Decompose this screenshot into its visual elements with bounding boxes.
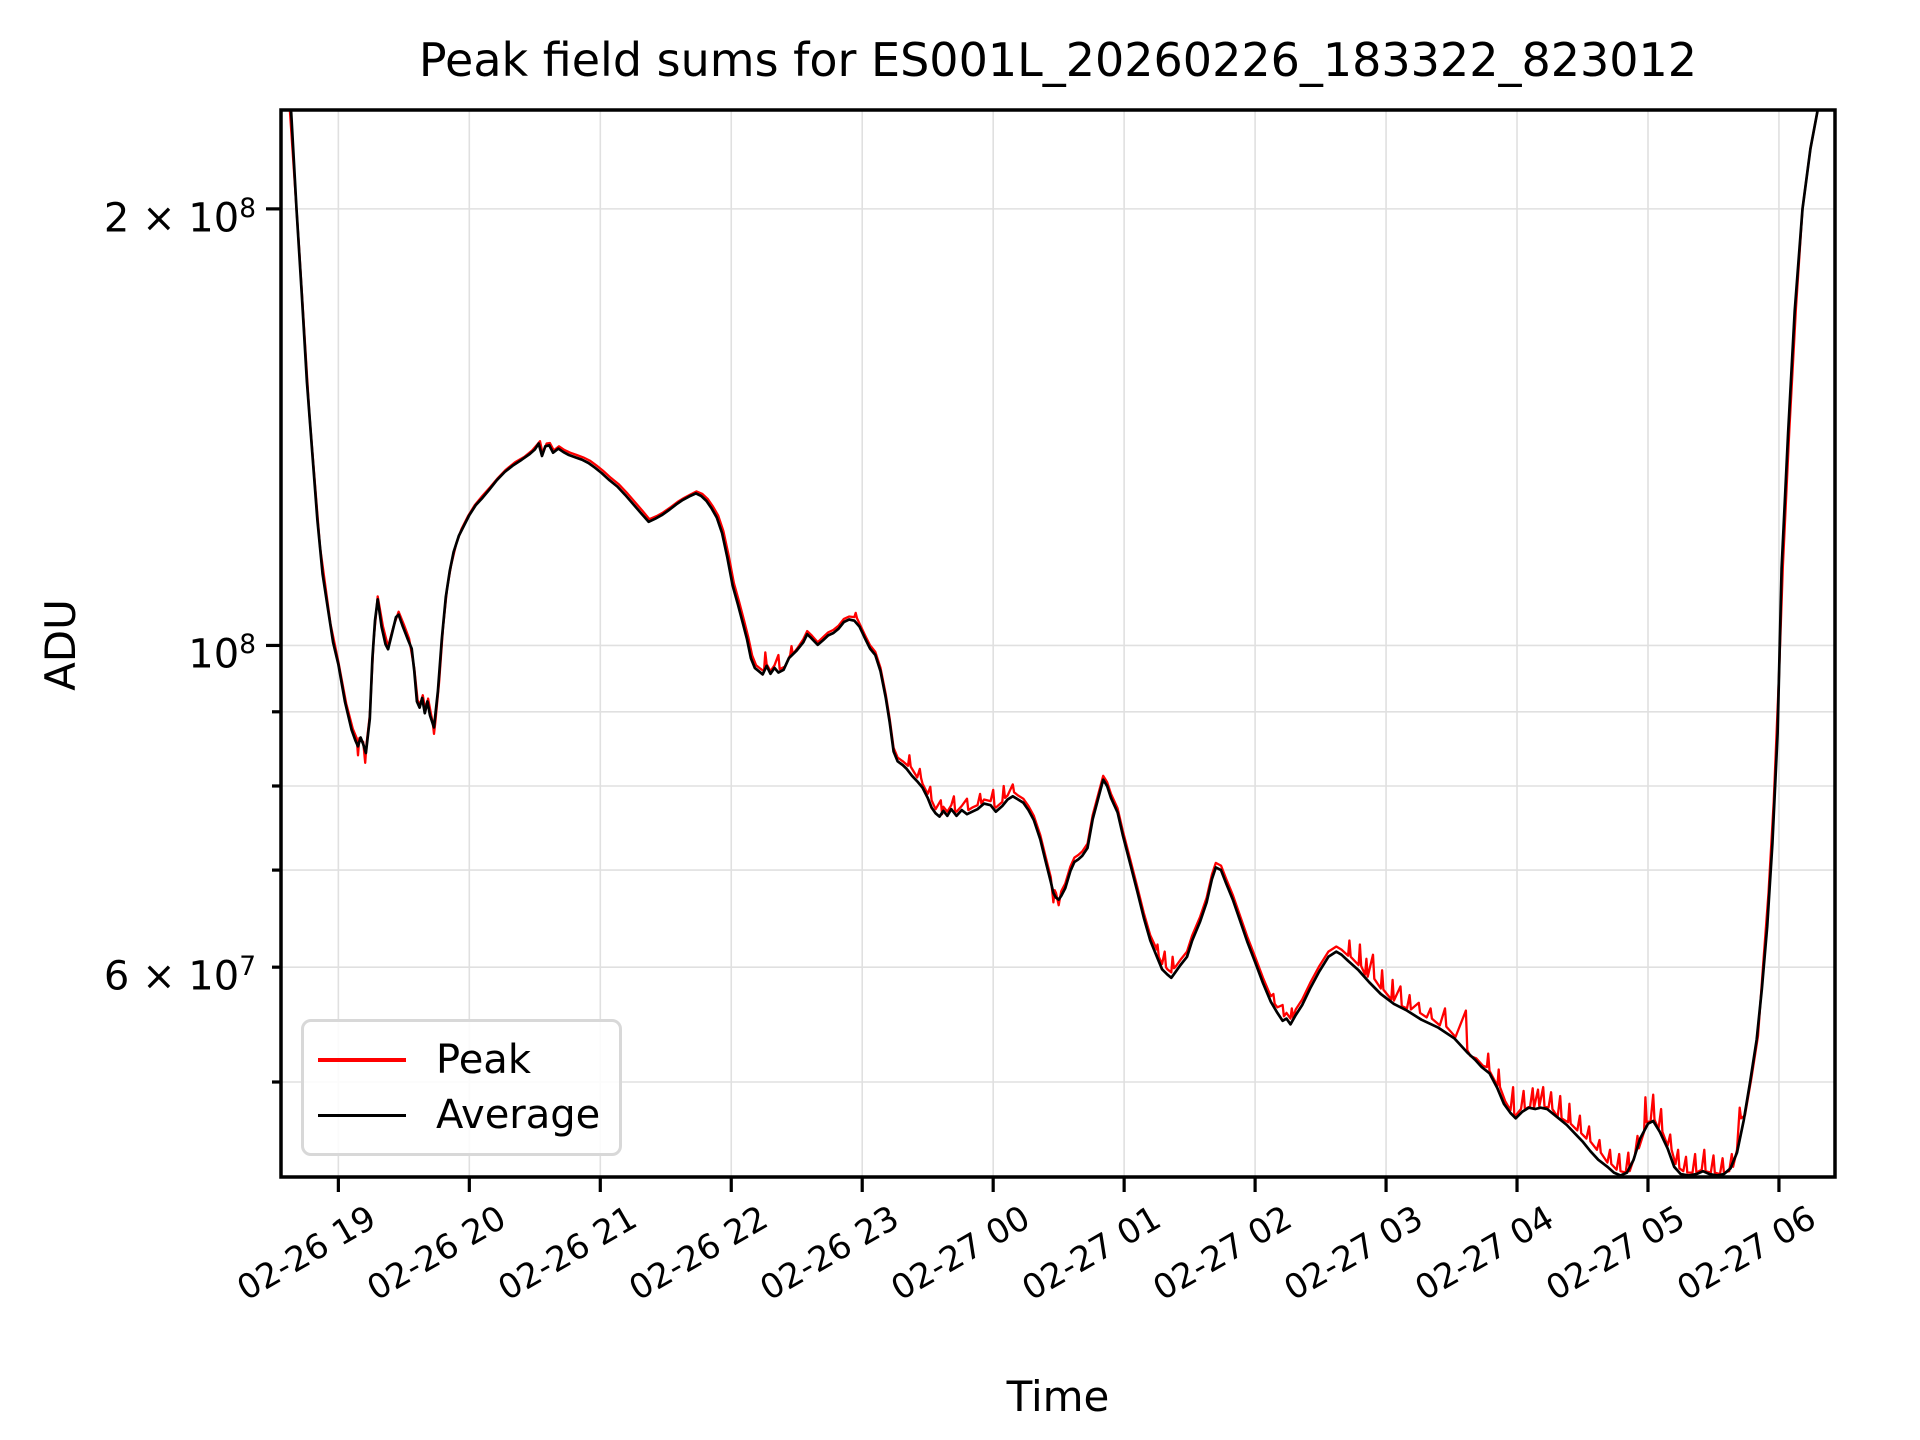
legend-label-peak: Peak: [436, 1036, 531, 1083]
plot-frame: [279, 108, 1837, 1179]
peak-line-sample-icon: [318, 1057, 406, 1062]
y-tick-label: 6 × 107: [103, 951, 256, 1000]
x-axis-label: Time: [1006, 1372, 1110, 1421]
series-average-line: [289, 110, 1820, 1177]
legend: Peak Average: [301, 1019, 622, 1156]
legend-label-average: Average: [436, 1092, 601, 1139]
legend-item-average: Average: [318, 1095, 619, 1135]
series-peak-line: [288, 110, 1819, 1176]
y-tick-label: 2 × 108: [103, 192, 256, 242]
average-line-sample-icon: [318, 1113, 406, 1117]
y-tick-label: 108: [188, 629, 256, 678]
legend-item-peak: Peak: [318, 1040, 619, 1080]
chart-title: Peak field sums for ES001L_20260226_1833…: [418, 33, 1698, 87]
